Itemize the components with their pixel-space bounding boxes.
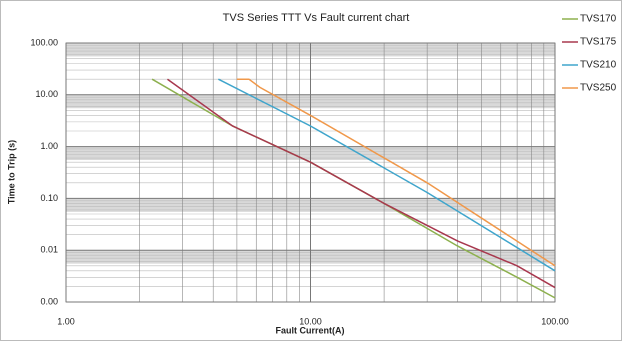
legend-label: TVS170 bbox=[580, 14, 617, 25]
y-tick-label: 100.00 bbox=[30, 37, 58, 47]
y-tick-label: 10.00 bbox=[35, 89, 58, 99]
y-axis-title: Time to Trip (s) bbox=[6, 140, 16, 204]
x-tick-label: 10.00 bbox=[299, 316, 322, 326]
y-tick-label: 1.00 bbox=[40, 141, 58, 151]
chart-title: TVS Series TTT Vs Fault current chart bbox=[223, 12, 410, 24]
x-tick-label: 1.00 bbox=[57, 316, 75, 326]
series-line bbox=[218, 78, 556, 272]
y-tick-label: 0.01 bbox=[40, 245, 58, 255]
legend-label: TVS175 bbox=[580, 37, 617, 48]
legend-label: TVS210 bbox=[580, 60, 617, 71]
series-line bbox=[236, 78, 556, 267]
series-line bbox=[167, 78, 556, 289]
y-tick-label: 0.00 bbox=[40, 296, 58, 306]
x-tick-label: 100.00 bbox=[541, 316, 569, 326]
legend-label: TVS250 bbox=[580, 83, 617, 94]
y-tick-label: 0.10 bbox=[40, 193, 58, 203]
x-axis-title: Fault Current(A) bbox=[276, 325, 345, 335]
